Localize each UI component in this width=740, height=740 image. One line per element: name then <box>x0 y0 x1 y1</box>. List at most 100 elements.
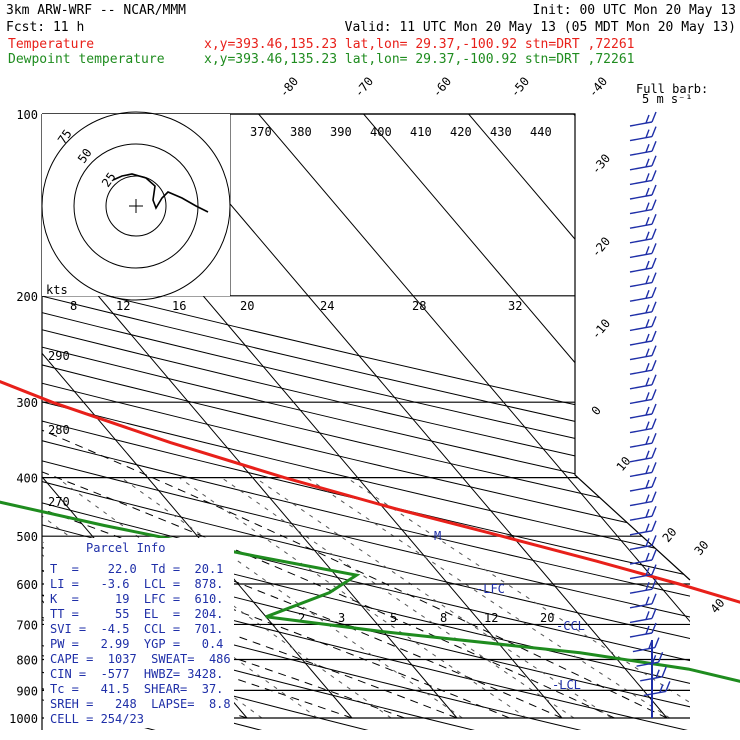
wind-barb-flag <box>645 581 650 591</box>
dewpoint-legend-info: x,y=393.46,135.23 lat,lon= 29.37,-100.92… <box>204 52 634 67</box>
wind-barb-flag <box>645 508 650 518</box>
wind-barb-flag <box>651 199 657 210</box>
hodograph-center <box>129 199 143 213</box>
wind-barb-flag <box>651 170 657 181</box>
wind-barb-flag <box>645 231 650 241</box>
wind-barb <box>629 471 653 478</box>
wind-barb <box>629 135 653 142</box>
wind-barb <box>629 281 653 288</box>
theta-e-label: 400 <box>370 125 392 139</box>
wind-barb-flag <box>645 596 650 606</box>
isotherm-line <box>258 114 690 719</box>
dry-adiabat <box>42 114 477 730</box>
wind-barb-flag <box>651 140 657 152</box>
isotherm-tick-label: 0 <box>589 403 604 418</box>
mixing-ratio-line <box>221 477 575 719</box>
parcel-info-line: PW = 2.99 YGP = 0.4 <box>50 637 223 651</box>
mixing-ratio-label: 16 <box>172 299 186 313</box>
lcl-marker: -LCL <box>552 678 581 692</box>
wind-barb-flag <box>651 330 657 342</box>
wind-barb <box>629 325 653 332</box>
dry-adiabat <box>42 114 690 730</box>
dry-adiabat-label: 270 <box>48 495 70 509</box>
dry-adiabat <box>42 114 690 730</box>
wind-barb-flag <box>651 286 657 298</box>
wind-barb <box>629 603 653 609</box>
dry-adiabat <box>42 114 690 730</box>
mixing-ratio-label: 32 <box>508 299 522 313</box>
wind-barb-flag <box>645 362 650 372</box>
wind-barb-flag <box>651 491 657 502</box>
wind-barb <box>629 238 653 244</box>
theta-e-label: 420 <box>450 125 472 139</box>
wind-barb <box>629 588 653 594</box>
wind-barb-flag <box>645 406 650 416</box>
pressure-tick-label: 500 <box>16 530 38 544</box>
wind-barb-flag <box>651 374 657 386</box>
m-level-marker: M <box>434 529 441 543</box>
wind-barb-flag <box>651 520 657 532</box>
wind-barb-flag <box>645 275 650 284</box>
pressure-tick-label: 600 <box>16 578 38 592</box>
wind-barb-flag <box>645 143 650 153</box>
theta-e-label: 410 <box>410 125 432 139</box>
mixing-ratio-label: 8 <box>70 299 77 313</box>
wind-barb <box>629 252 653 259</box>
barb-legend-label: Full barb: <box>636 82 708 96</box>
isotherm-line <box>42 114 458 719</box>
wind-barb-flag <box>661 666 667 678</box>
mixing-ratio-label: 20 <box>540 611 554 625</box>
wind-barb-flag <box>651 505 657 517</box>
wind-barb-flag <box>645 173 650 182</box>
wind-barb-flag <box>654 637 660 648</box>
wind-barb-flag <box>651 213 657 225</box>
wind-barb-flag <box>651 535 657 546</box>
dewpoint-legend-label: Dewpoint temperature <box>8 52 165 67</box>
isotherm-tick-label: -30 <box>589 151 614 177</box>
theta-e-label: 370 <box>250 125 272 139</box>
wind-barb-flag <box>655 669 660 679</box>
pressure-axis: 100 200 300 400 500 600 700 800 900 1000 <box>9 108 38 726</box>
wind-barb-flag <box>651 111 657 123</box>
wind-barb <box>629 121 653 127</box>
wind-barb-flag <box>651 593 657 605</box>
dry-adiabat <box>42 114 583 730</box>
mixing-ratio-label: 24 <box>320 299 334 313</box>
wind-barb-flag <box>645 114 650 124</box>
parcel-info-line: K = 19 LFC = 610. <box>50 592 223 606</box>
wind-barb-flag <box>651 608 657 619</box>
parcel-info-line: SREH = 248 LAPSE= 8.8 <box>50 697 231 711</box>
wind-barb-flag <box>645 538 650 547</box>
wind-barb-flag <box>651 184 657 196</box>
wind-barb-flag <box>645 450 650 460</box>
pressure-tick-label: 700 <box>16 618 38 632</box>
wind-barb-flag <box>645 435 650 445</box>
wind-barb <box>629 413 653 419</box>
wind-barb-flag <box>645 494 650 503</box>
wind-barb <box>629 354 653 361</box>
mixing-ratio-label: 5 <box>390 611 397 625</box>
isotherm-tick-label: -70 <box>352 74 377 100</box>
parcel-info-panel: Parcel Info T = 22.0 Td = 20.1 LI = -3.6… <box>44 538 234 728</box>
model-title: 3km ARW-WRF -- NCAR/MMM <box>6 3 186 18</box>
wind-barb-flag <box>645 552 650 562</box>
pressure-tick-label: 1000 <box>9 712 38 726</box>
wind-barb-flag <box>651 126 657 137</box>
wind-barb-flag <box>651 257 657 269</box>
dry-adiabat <box>42 114 690 730</box>
wind-barb <box>629 296 653 302</box>
wind-barb-flag <box>651 476 657 488</box>
temperature-legend-label: Temperature <box>8 37 94 52</box>
wind-barb-flag <box>651 654 657 664</box>
wind-barb-flag <box>651 622 657 634</box>
wind-barb-flag <box>645 187 650 197</box>
wind-barb <box>629 530 653 536</box>
wind-barb <box>629 369 653 375</box>
valid-time: Valid: 11 UTC Mon 20 May 13 (05 MDT Mon … <box>345 20 736 35</box>
wind-barb-flag <box>651 345 657 356</box>
wind-barb-flag <box>665 681 671 692</box>
isotherm-tick-label: -80 <box>277 74 302 100</box>
mixing-ratio-line <box>346 477 690 719</box>
